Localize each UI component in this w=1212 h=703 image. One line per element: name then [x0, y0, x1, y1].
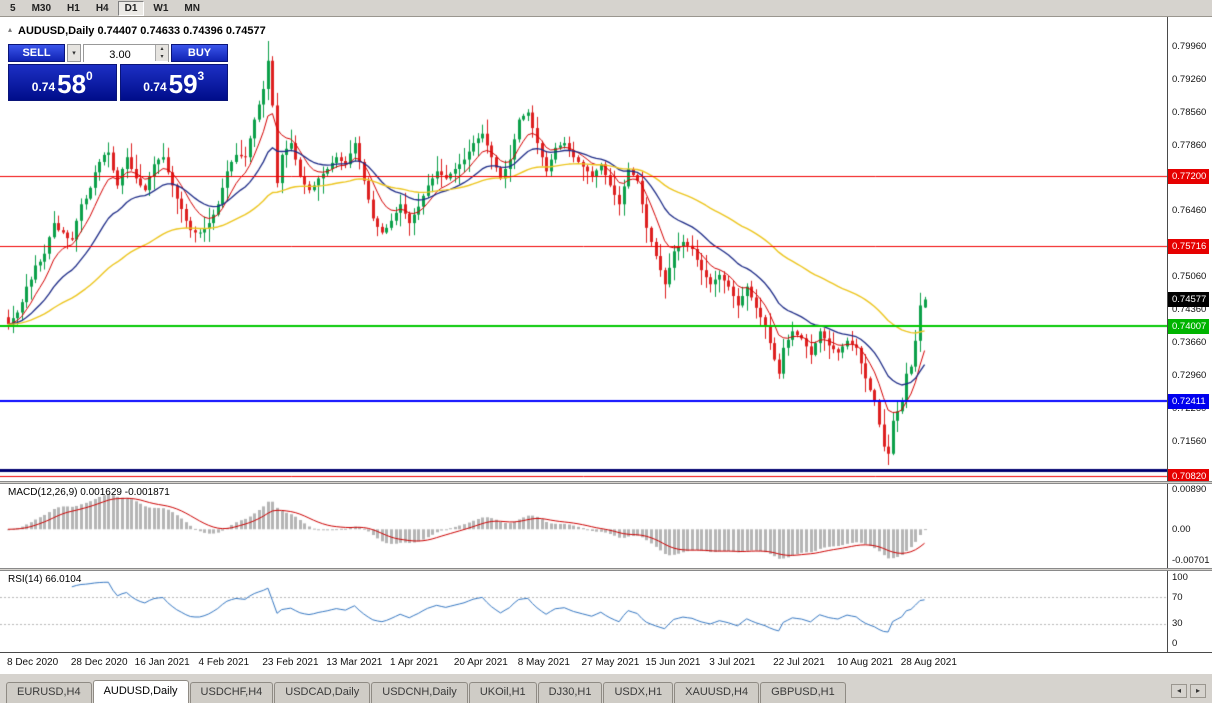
- tab-scroll-right-icon[interactable]: ▸: [1190, 684, 1206, 698]
- volume-decrease-button[interactable]: ▾: [160, 53, 164, 60]
- date-label: 23 Feb 2021: [262, 657, 319, 668]
- price-level-badge: 0.77200: [1168, 169, 1210, 185]
- price-tick-label: 0.78560: [1172, 106, 1207, 118]
- rsi-pane-splitter[interactable]: [0, 568, 1212, 571]
- timeframe-button-m30[interactable]: M30: [25, 1, 58, 16]
- rsi-indicator-label: RSI(14) 66.0104: [8, 574, 82, 585]
- macd-tick-label: -0.00701: [1172, 554, 1210, 566]
- price-tick-label: 0.79960: [1172, 40, 1207, 52]
- price-tick-label: 0.79260: [1172, 73, 1207, 85]
- price-tick-label: 0.76460: [1172, 205, 1207, 217]
- date-label: 27 May 2021: [581, 657, 640, 668]
- price-tick-label: 0.71560: [1172, 435, 1207, 447]
- date-label: 28 Aug 2021: [900, 657, 957, 668]
- buy-price-small: 0.74: [143, 80, 167, 94]
- sell-price-big: 58: [57, 69, 87, 99]
- date-label: 8 Dec 2020: [7, 657, 59, 668]
- date-label: 16 Jan 2021: [134, 657, 190, 668]
- rsi-tick-label: 100: [1172, 572, 1188, 584]
- price-tick-label: 0.77860: [1172, 139, 1207, 151]
- date-label: 13 Mar 2021: [326, 657, 383, 668]
- date-label: 4 Feb 2021: [198, 657, 250, 668]
- rsi-tick-label: 30: [1172, 618, 1183, 630]
- macd-indicator-label: MACD(12,26,9) 0.001629 -0.001871: [8, 487, 170, 498]
- tab-scroll-arrows: ◂ ▸: [1171, 684, 1212, 703]
- volume-dropdown-button[interactable]: ▾: [67, 44, 81, 62]
- volume-spinner: ▴ ▾: [155, 45, 168, 61]
- timeframe-toolbar: 5 M30 H1 H4 D1 W1 MN: [0, 0, 1212, 17]
- date-label: 28 Dec 2020: [70, 657, 128, 668]
- rsi-tick-label: 0: [1172, 637, 1178, 649]
- chart-tab-usdcad-daily[interactable]: USDCAD,Daily: [274, 682, 371, 703]
- price-level-badge: 0.70820: [1168, 469, 1210, 485]
- price-tick-label: 0.73660: [1172, 337, 1207, 349]
- one-click-trading-panel: SELL ▾ ▴ ▾ BUY 0.74 58 0 0.74 59 3: [8, 44, 228, 101]
- volume-field-wrap: ▴ ▾: [83, 44, 169, 63]
- timeframe-button-mn[interactable]: MN: [177, 1, 207, 16]
- buy-price-tile[interactable]: 0.74 59 3: [119, 64, 228, 101]
- date-label: 8 May 2021: [517, 657, 570, 668]
- chart-tab-xauusd-h4[interactable]: XAUUSD,H4: [674, 682, 760, 703]
- price-level-badge: 0.72411: [1168, 394, 1209, 410]
- date-label: 20 Apr 2021: [453, 657, 508, 668]
- timeframe-button-h1[interactable]: H1: [60, 1, 87, 16]
- timeframe-button-d1[interactable]: D1: [117, 0, 145, 16]
- rsi-tick-label: 70: [1172, 591, 1183, 603]
- chart-tab-gbpusd-h1[interactable]: GBPUSD,H1: [760, 682, 846, 703]
- sell-price-superscript: 0: [86, 69, 93, 83]
- tab-scroll-left-icon[interactable]: ◂: [1171, 684, 1187, 698]
- chart-tab-ukoil-h1[interactable]: UKOil,H1: [468, 682, 537, 703]
- sell-price-small: 0.74: [31, 80, 56, 94]
- price-level-badge: 0.75716: [1168, 238, 1210, 254]
- price-tick-label: 0.72960: [1172, 370, 1207, 382]
- date-label: 1 Apr 2021: [390, 657, 439, 668]
- price-level-badge: 0.74007: [1168, 319, 1210, 335]
- timeframe-button-5[interactable]: 5: [3, 1, 23, 16]
- chart-tab-dj30-h1[interactable]: DJ30,H1: [537, 682, 603, 703]
- chart-tabs: EURUSD,H4 AUDUSD,Daily USDCHF,H4 USDCAD,Dai…: [6, 680, 847, 703]
- date-label: 15 Jun 2021: [645, 657, 701, 668]
- chart-ohlc-line: ▴ AUDUSD,Daily 0.74407 0.74633 0.74396 0.…: [8, 25, 266, 37]
- buy-price-superscript: 3: [197, 69, 205, 83]
- ohlc-values: AUDUSD,Daily 0.74407 0.74633 0.74396 0.7…: [18, 25, 266, 37]
- timeframe-button-w1[interactable]: W1: [146, 1, 175, 16]
- macd-tick-label: 0.00: [1172, 523, 1191, 535]
- macd-tick-label: 0.00890: [1172, 484, 1207, 496]
- timeframe-button-h4[interactable]: H4: [89, 1, 116, 16]
- date-label: 3 Jul 2021: [709, 657, 756, 668]
- price-chart-canvas[interactable]: [0, 17, 1167, 652]
- chart-tab-eurusd-h4[interactable]: EURUSD,H4: [6, 682, 92, 703]
- volume-input[interactable]: [84, 47, 168, 63]
- price-tick-label: 0.75060: [1172, 271, 1207, 283]
- chart-tab-usdcnh-daily[interactable]: USDCNH,Daily: [371, 682, 468, 703]
- date-label: 22 Jul 2021: [773, 657, 825, 668]
- price-axis: 0.799600.792600.785600.778600.771600.764…: [1167, 17, 1212, 652]
- chart-tab-usdx-h1[interactable]: USDX,H1: [603, 682, 674, 703]
- macd-pane-splitter[interactable]: [0, 481, 1212, 484]
- time-axis: 8 Dec 2020 28 Dec 2020 16 Jan 2021 4 Feb 20…: [0, 652, 1212, 673]
- sell-price-tile[interactable]: 0.74 58 0: [8, 64, 117, 101]
- price-level-badge: 0.74577: [1168, 292, 1210, 308]
- sell-button[interactable]: SELL: [8, 44, 65, 62]
- buy-button[interactable]: BUY: [171, 44, 228, 62]
- chart-tab-audusd-daily[interactable]: AUDUSD,Daily: [92, 680, 189, 703]
- date-label: 10 Aug 2021: [836, 657, 894, 668]
- chart-tabs-bar: EURUSD,H4 AUDUSD,Daily USDCHF,H4 USDCAD,Dai…: [0, 673, 1212, 703]
- collapse-triangle-icon[interactable]: ▴: [8, 25, 13, 34]
- volume-increase-button[interactable]: ▴: [160, 45, 164, 52]
- chart-tab-usdchf-h4[interactable]: USDCHF,H4: [189, 682, 274, 703]
- chevron-down-icon: ▾: [72, 49, 76, 57]
- price-tick-label: 0.74360: [1172, 304, 1207, 316]
- buy-price-big: 59: [168, 69, 198, 99]
